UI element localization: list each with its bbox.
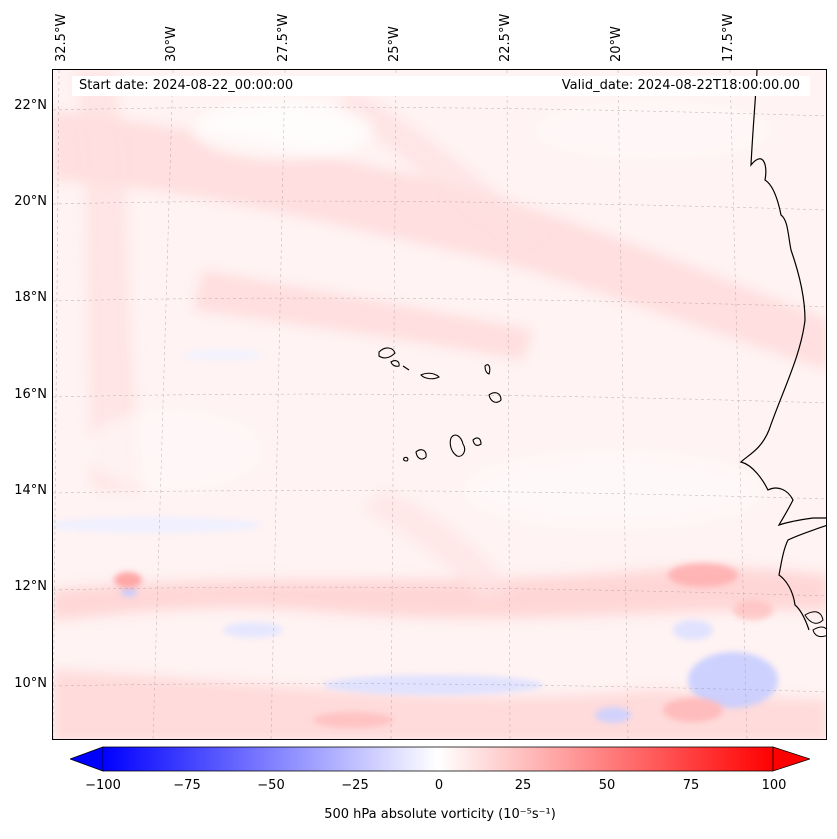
maio-island bbox=[472, 437, 482, 446]
colorbar-tick--50: −50 bbox=[257, 778, 285, 793]
sao-vicente-island bbox=[390, 360, 400, 367]
vorticity-field bbox=[53, 70, 826, 739]
colorbar-tick-0: 0 bbox=[434, 778, 444, 793]
santa-luzia-island bbox=[402, 365, 410, 371]
lat-label-12n: 12°N bbox=[14, 579, 47, 594]
colorbar-tick-50: 50 bbox=[598, 778, 616, 793]
lon-label-22.5w: 22.5°W bbox=[498, 13, 513, 62]
lon-label-27.5w: 27.5°W bbox=[276, 13, 291, 62]
near-zero-patches bbox=[83, 100, 773, 530]
colorbar-gradient bbox=[103, 747, 773, 771]
africa-coastline bbox=[739, 70, 826, 631]
bijagos-islands bbox=[804, 611, 826, 638]
strong-positive-spots bbox=[114, 563, 773, 728]
santiago-island bbox=[449, 434, 466, 457]
positive-vorticity-bands bbox=[53, 70, 826, 739]
colorbar-tick--75: −75 bbox=[173, 778, 201, 793]
graticule bbox=[53, 70, 826, 739]
lat-label-10n: 10°N bbox=[14, 676, 47, 691]
date-info-bar: Start date: 2024-08-22_00:00:00 Valid_da… bbox=[72, 76, 810, 96]
colorbar-tick--25: −25 bbox=[341, 778, 369, 793]
lat-label-16n: 16°N bbox=[14, 387, 47, 402]
negative-vorticity-patches bbox=[53, 349, 778, 723]
colorbar-tick-75: 75 bbox=[682, 778, 700, 793]
lat-label-20n: 20°N bbox=[14, 194, 47, 209]
colorbar-high-extend bbox=[772, 746, 810, 772]
start-date-label: Start date: 2024-08-22_00:00:00 bbox=[79, 78, 294, 93]
colorbar-tick--100: −100 bbox=[85, 778, 121, 793]
lon-label-30w: 30°W bbox=[164, 26, 179, 62]
lat-label-18n: 18°N bbox=[14, 290, 47, 305]
santo-antao-island bbox=[378, 347, 396, 359]
lat-label-22n: 22°N bbox=[14, 98, 47, 113]
sal-island bbox=[484, 364, 491, 375]
colorbar-label: 500 hPa absolute vorticity (10⁻⁵s⁻¹) bbox=[324, 807, 556, 822]
lon-label-20w: 20°W bbox=[609, 26, 624, 62]
cape-verde-islands bbox=[378, 347, 502, 462]
boa-vista-island bbox=[488, 392, 502, 403]
lon-label-32.5w: 32.5°W bbox=[54, 13, 69, 62]
valid-date-label: Valid_date: 2024-08-22T18:00:00.00 bbox=[561, 78, 800, 93]
colorbar-tick-100: 100 bbox=[761, 778, 787, 793]
map-panel bbox=[52, 69, 827, 740]
lon-label-25w: 25°W bbox=[387, 26, 402, 62]
brava-island bbox=[403, 456, 409, 462]
colorbar-low-extend bbox=[70, 746, 104, 772]
sao-nicolau-island bbox=[420, 372, 440, 380]
fogo-island bbox=[415, 449, 427, 460]
colorbar-outline bbox=[103, 746, 773, 772]
colorbar-tick-25: 25 bbox=[514, 778, 532, 793]
lat-label-14n: 14°N bbox=[14, 483, 47, 498]
lon-label-17.5w: 17.5°W bbox=[721, 13, 736, 62]
colorbar bbox=[70, 746, 810, 772]
